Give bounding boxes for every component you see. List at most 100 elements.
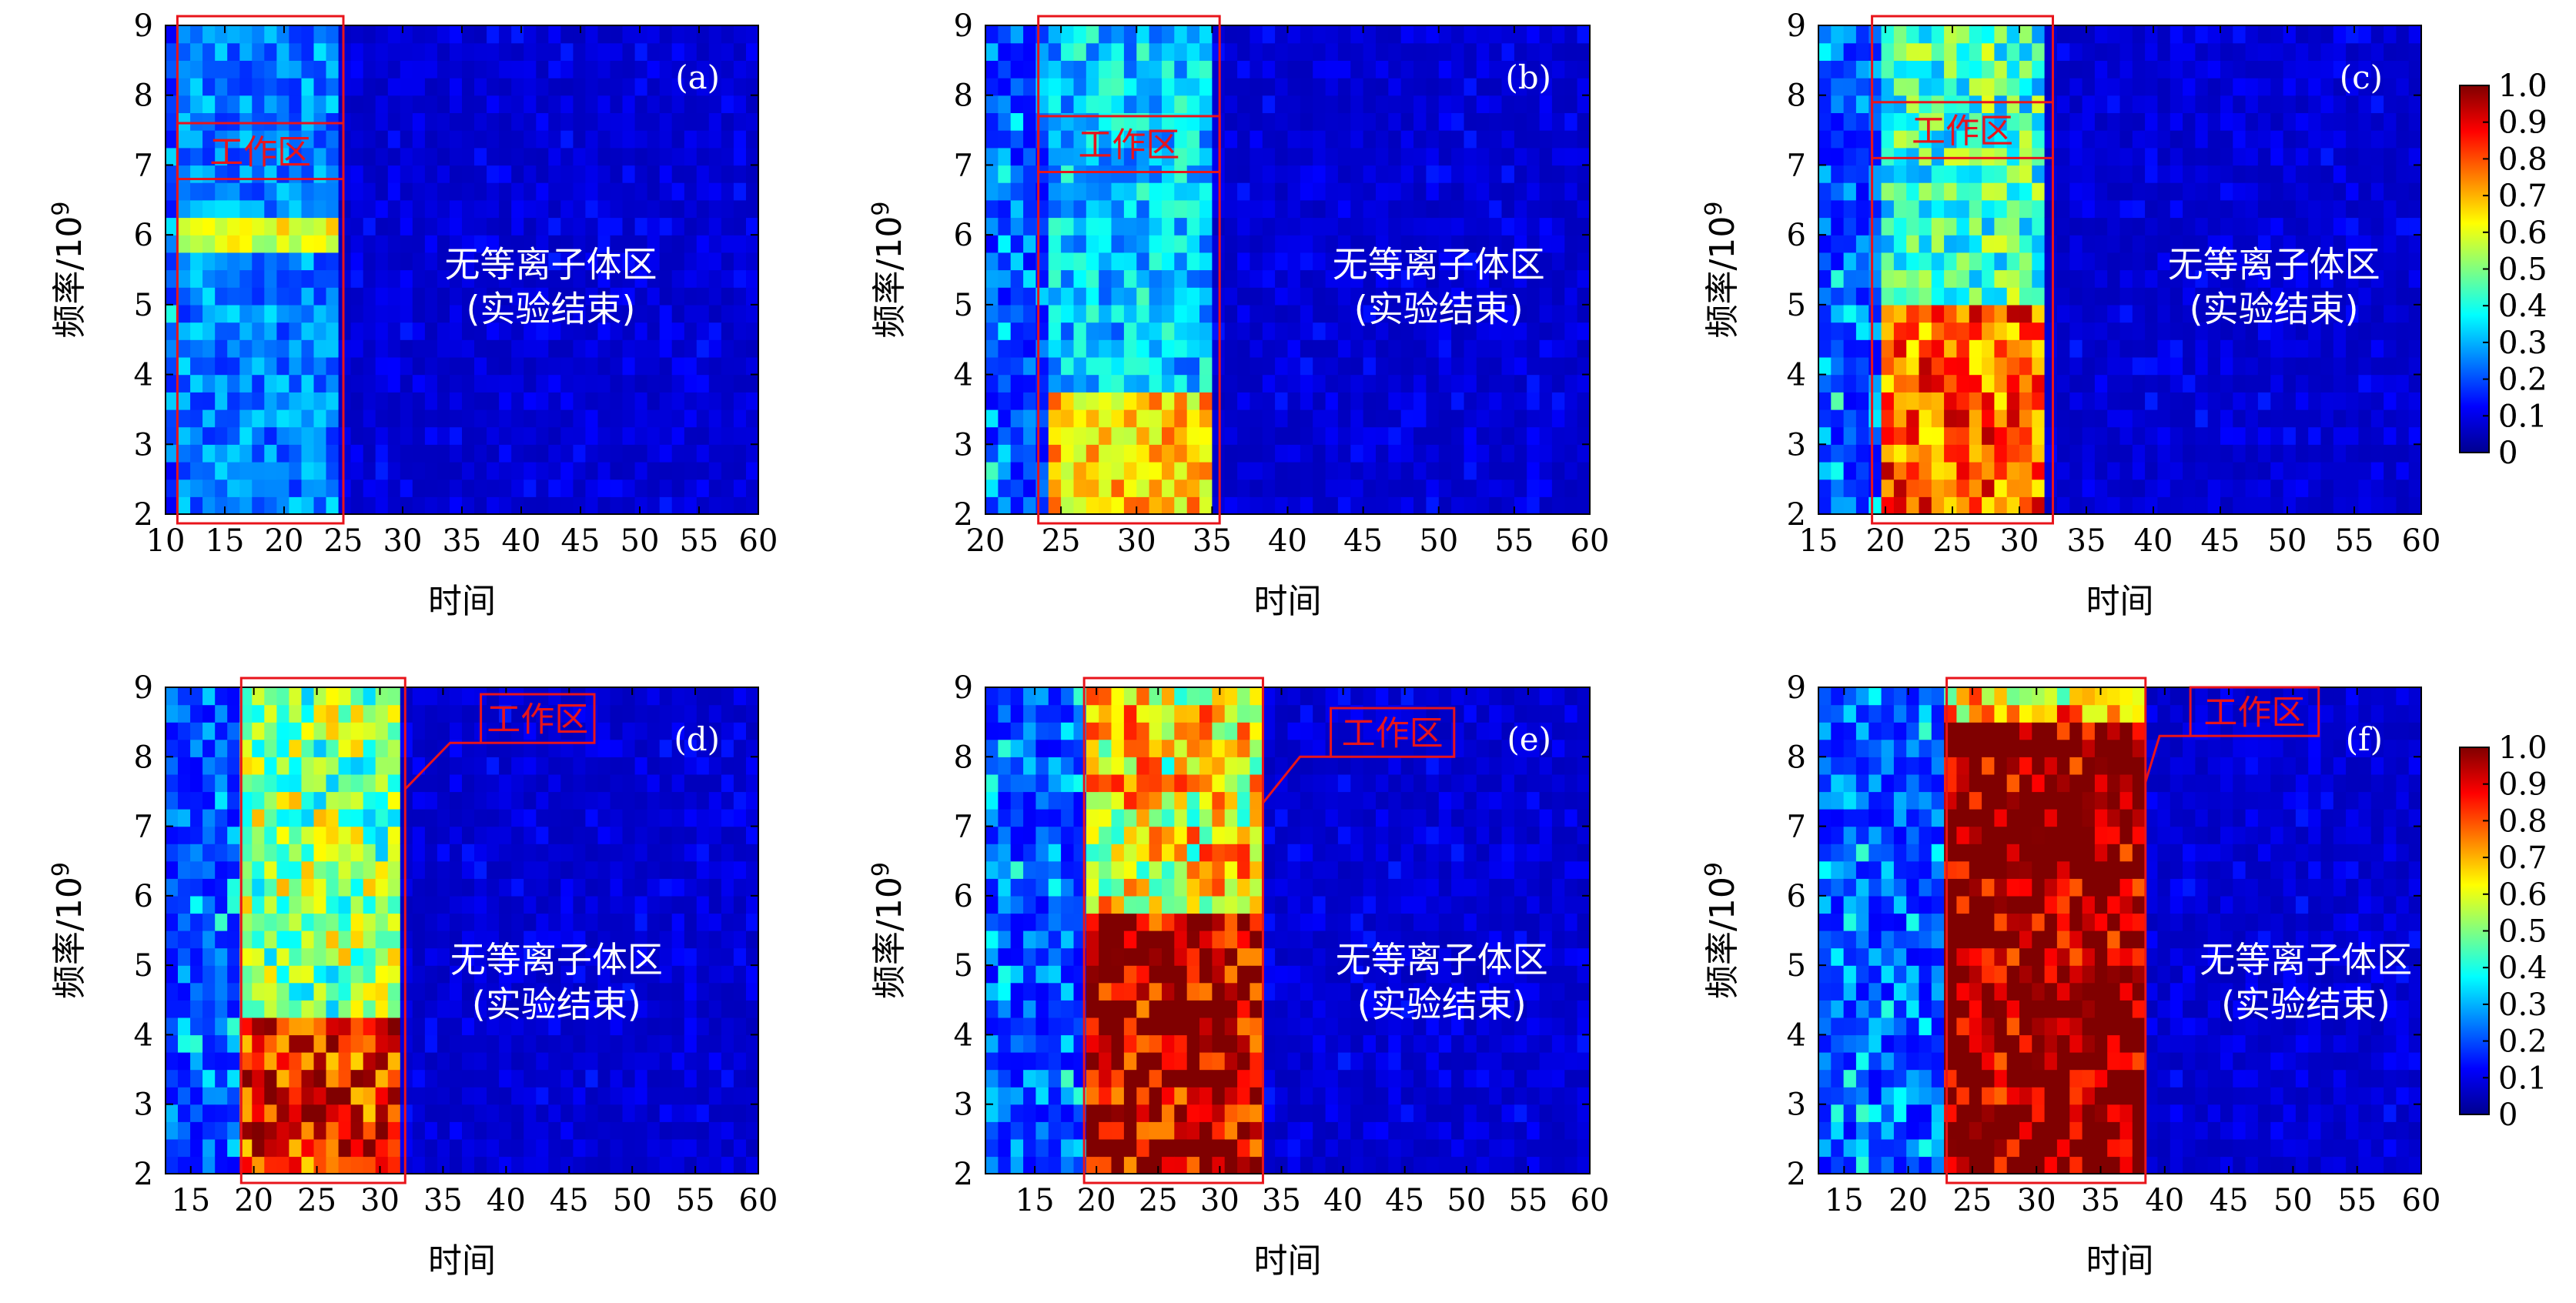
heatmap-cell — [548, 392, 561, 410]
heatmap-cell — [610, 356, 624, 376]
heatmap-cell — [1501, 147, 1515, 166]
heatmap-cell — [1363, 374, 1377, 393]
heatmap-cell — [190, 1017, 203, 1036]
heatmap-cell — [2170, 130, 2183, 149]
heatmap-cell — [462, 322, 475, 340]
heatmap-cell — [2270, 462, 2284, 480]
heatmap-cell — [696, 287, 710, 306]
heatmap-cell — [1464, 252, 1477, 271]
heatmap-cell — [2119, 287, 2133, 306]
heatmap-cell — [2094, 95, 2108, 113]
heatmap-cell — [524, 60, 537, 79]
heatmap-cell — [313, 130, 327, 149]
heatmap-cell — [548, 444, 561, 463]
heatmap-cell — [1287, 60, 1301, 79]
heatmap-cell — [548, 462, 561, 480]
heatmap-cell — [1577, 444, 1591, 463]
heatmap-cell — [239, 982, 253, 1001]
heatmap-cell — [350, 252, 364, 271]
heatmap-cell — [2183, 165, 2196, 183]
heatmap-cell — [338, 235, 352, 253]
heatmap-cell — [1224, 165, 1238, 183]
heatmap-cell — [1956, 182, 1970, 201]
heatmap-cell — [1111, 165, 1125, 183]
heatmap-cell — [2107, 199, 2121, 219]
heatmap-cell — [1262, 217, 1276, 236]
heatmap-cell — [1426, 182, 1440, 201]
heatmap-cell — [276, 1121, 289, 1140]
heatmap-cell — [1376, 130, 1389, 149]
heatmap-cell — [511, 409, 524, 428]
heatmap-cell — [2032, 374, 2046, 393]
heatmap-cell — [511, 147, 524, 166]
heatmap-cell — [313, 947, 327, 966]
heatmap-cell — [2270, 165, 2284, 183]
heatmap-cell — [985, 199, 999, 219]
heatmap-cell — [462, 1034, 475, 1053]
heatmap-cell — [2006, 304, 2020, 323]
heatmap-cell — [264, 409, 277, 428]
heatmap-cell — [1313, 147, 1326, 166]
heatmap-cell — [1086, 374, 1099, 393]
heatmap-cell — [166, 217, 179, 236]
heatmap-cell — [1099, 252, 1112, 271]
heatmap-cell — [511, 339, 524, 358]
heatmap-cell — [2157, 199, 2171, 219]
heatmap-cell — [400, 1069, 413, 1088]
heatmap-cell — [2107, 42, 2121, 61]
heatmap-cell — [1224, 392, 1238, 410]
heatmap-cell — [647, 479, 661, 497]
heatmap-cell — [1994, 95, 2008, 113]
heatmap-cell — [1994, 462, 2008, 480]
heatmap-cell — [227, 479, 240, 497]
heatmap-cell — [1514, 42, 1527, 61]
heatmap-cell — [1818, 112, 1832, 131]
heatmap-cell — [1956, 409, 1970, 428]
heatmap-cell — [1199, 496, 1213, 515]
heatmap-cell — [363, 947, 376, 966]
heatmap-cell — [1451, 130, 1465, 149]
heatmap-cell — [215, 95, 228, 113]
heatmap-cell — [733, 78, 747, 96]
heatmap-cell — [659, 479, 673, 497]
heatmap-cell — [387, 1138, 401, 1158]
heatmap-cell — [1199, 199, 1213, 219]
heatmap-cell — [1023, 42, 1037, 61]
heatmap-cell — [1350, 462, 1364, 480]
heatmap-cell — [2396, 287, 2410, 306]
heatmap-cell — [1982, 217, 1995, 236]
heatmap-cell — [424, 757, 438, 775]
heatmap-cell — [264, 60, 277, 79]
heatmap-cell — [2346, 217, 2359, 236]
heatmap-cell — [474, 269, 487, 288]
heatmap-cell — [1174, 496, 1188, 515]
heatmap-cell — [2132, 147, 2146, 166]
heatmap-cell — [1501, 444, 1515, 463]
panel-tag: (b) — [1505, 58, 1551, 96]
heatmap-cell — [363, 25, 376, 44]
heatmap-cell — [2032, 95, 2046, 113]
heatmap-cell — [2384, 444, 2397, 463]
heatmap-cell — [1023, 60, 1037, 79]
heatmap-cell — [746, 269, 759, 288]
heatmap-cell — [190, 687, 203, 706]
heatmap-cell — [2257, 112, 2271, 131]
heatmap-cell — [178, 78, 191, 96]
heatmap-cell — [313, 269, 327, 288]
heatmap-cell — [1400, 130, 1414, 149]
heatmap-cell — [2195, 235, 2209, 253]
heatmap-cell — [2195, 356, 2209, 376]
heatmap-cell — [313, 287, 327, 306]
heatmap-cell — [375, 773, 389, 793]
heatmap-cell — [573, 78, 586, 96]
heatmap-cell — [1250, 217, 1263, 236]
heatmap-cell — [622, 25, 636, 44]
heatmap-cell — [387, 809, 401, 827]
heatmap-cell — [1982, 42, 1995, 61]
heatmap-cell — [375, 965, 389, 984]
heatmap-cell — [1855, 356, 1869, 376]
heatmap-cell — [2195, 42, 2209, 61]
heatmap-cell — [2094, 235, 2108, 253]
heatmap-cell — [1262, 426, 1276, 445]
heatmap-cell — [338, 147, 352, 166]
